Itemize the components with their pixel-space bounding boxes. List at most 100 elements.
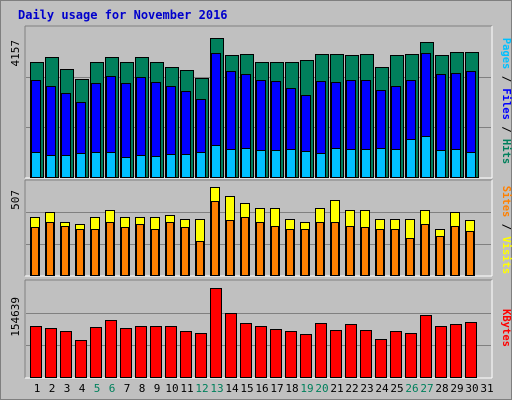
x-tick-label-5: 5 [94,382,101,395]
bar-pages-day-1 [31,152,41,178]
bar-pages-day-23 [361,149,371,178]
bar-sites-day-7 [121,227,129,276]
panel-hits-files-pages-series-labels: Pages / Files / Hits [500,38,512,164]
bar-pages-day-15 [241,148,251,178]
bar-kbytes-day-3 [60,331,72,378]
x-tick-label-18: 18 [285,382,298,395]
bar-kbytes-day-1 [30,326,42,378]
chart-title: Daily usage for November 2016 [18,8,228,22]
bar-pages-day-22 [346,149,356,178]
bar-sites-day-27 [421,224,429,276]
bar-kbytes-day-19 [300,334,312,378]
x-tick-label-12: 12 [195,382,208,395]
bar-pages-day-29 [451,149,461,178]
bar-kbytes-day-27 [420,315,432,378]
bar-sites-day-14 [226,220,234,276]
bar-pages-day-20 [316,153,326,178]
bar-sites-day-22 [346,226,354,276]
bar-sites-day-11 [181,227,189,276]
bar-pages-day-14 [226,149,236,178]
bar-kbytes-day-28 [435,326,447,378]
x-tick-label-13: 13 [210,382,223,395]
x-tick-label-24: 24 [375,382,389,395]
bar-sites-day-8 [136,224,144,276]
bar-sites-day-23 [361,227,369,276]
bar-sites-day-15 [241,217,249,276]
bar-kbytes-day-29 [450,324,462,378]
bar-pages-day-17 [271,150,281,178]
bar-pages-day-7 [121,157,131,178]
bar-pages-day-27 [421,136,431,178]
x-tick-label-2: 2 [49,382,56,395]
bar-pages-day-3 [61,155,71,178]
x-tick-label-1: 1 [34,382,41,395]
x-tick-label-9: 9 [154,382,161,395]
bar-pages-day-26 [406,139,416,178]
series-label-files: Files [500,88,512,120]
bar-sites-day-3 [61,226,69,276]
series-label-pages: Pages [500,38,512,70]
panel-hits-files-pages-max-label: 4157 [9,40,22,67]
bar-sites-day-12 [196,241,204,276]
bar-kbytes-day-6 [105,320,117,378]
x-tick-label-22: 22 [345,382,358,395]
bar-pages-day-10 [166,154,176,178]
bar-kbytes-day-5 [90,327,102,378]
bar-kbytes-day-13 [210,288,222,378]
bar-kbytes-day-4 [75,340,87,378]
bar-kbytes-day-11 [180,331,192,378]
series-label-visits: Visits [500,236,512,274]
bar-kbytes-day-26 [405,333,417,378]
bar-kbytes-day-2 [45,328,57,378]
label-separator: / [500,217,512,236]
x-tick-label-31: 31 [480,382,493,395]
bar-pages-day-19 [301,151,311,178]
bar-pages-day-28 [436,150,446,178]
x-tick-label-20: 20 [315,382,328,395]
bar-kbytes-day-12 [195,333,207,378]
bar-sites-day-25 [391,229,399,276]
bar-sites-day-10 [166,222,174,276]
bar-pages-day-30 [466,152,476,178]
x-tick-label-14: 14 [225,382,239,395]
bar-pages-day-8 [136,155,146,178]
x-tick-label-23: 23 [360,382,373,395]
x-tick-label-28: 28 [435,382,448,395]
bar-pages-day-11 [181,154,191,178]
bar-sites-day-29 [451,226,459,276]
series-label-hits: Hits [500,139,512,164]
x-tick-label-11: 11 [180,382,193,395]
panel-visits-sites-series-labels: Sites / Visits [500,186,512,275]
x-tick-label-10: 10 [165,382,178,395]
x-tick-label-16: 16 [255,382,268,395]
x-tick-label-29: 29 [450,382,463,395]
label-separator: / [500,120,512,139]
bar-kbytes-day-25 [390,331,402,378]
x-tick-label-26: 26 [405,382,418,395]
bar-pages-day-18 [286,149,296,178]
panel-kbytes-max-label: 154639 [9,297,22,337]
bar-sites-day-2 [46,222,54,276]
bar-kbytes-day-9 [150,326,162,378]
bar-sites-day-30 [466,231,474,276]
x-tick-label-4: 4 [79,382,86,395]
x-tick-label-17: 17 [270,382,283,395]
bar-kbytes-day-30 [465,322,477,378]
bar-sites-day-19 [301,229,309,276]
bar-pages-day-25 [391,149,401,178]
bar-kbytes-day-22 [345,324,357,378]
bar-kbytes-day-16 [255,326,267,378]
bar-kbytes-day-20 [315,323,327,378]
x-tick-label-6: 6 [109,382,116,395]
x-tick-label-30: 30 [465,382,478,395]
bar-kbytes-day-21 [330,330,342,378]
bar-kbytes-day-23 [360,330,372,378]
bar-sites-day-28 [436,236,444,276]
bar-pages-day-5 [91,152,101,178]
x-tick-label-8: 8 [139,382,146,395]
x-tick-label-27: 27 [420,382,433,395]
x-tick-label-25: 25 [390,382,403,395]
bar-sites-day-1 [31,227,39,276]
bar-kbytes-day-8 [135,326,147,378]
